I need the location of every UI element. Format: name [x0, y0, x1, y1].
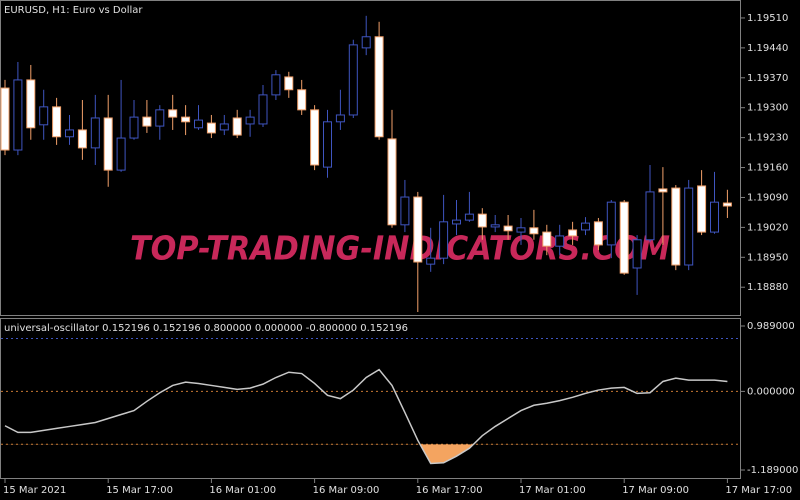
candle-body [374, 36, 384, 138]
candle-body [439, 221, 449, 259]
candle-body [284, 76, 294, 91]
candle-body [361, 36, 371, 49]
candle-body [697, 185, 707, 233]
candle-body [77, 129, 87, 149]
x-tick-label: 17 Mar 01:00 [519, 485, 586, 496]
candle-body [310, 109, 320, 166]
chart-title: EURUSD, H1: Euro vs Dollar [4, 5, 143, 16]
y-tick-label: 1.19090 [747, 192, 788, 203]
candle-body [142, 116, 152, 127]
indicator-title: universal-oscillator 0.152196 0.152196 0… [4, 323, 408, 334]
x-tick-label: 15 Mar 2021 [3, 485, 66, 496]
candle-body [52, 106, 62, 138]
candle-body [116, 137, 126, 171]
candle-body [13, 79, 23, 151]
candle-body [387, 138, 397, 226]
candle-body [477, 213, 487, 228]
y-tick-label: 1.18880 [747, 282, 788, 293]
candle-body [348, 44, 358, 116]
candle-body [645, 191, 655, 241]
y-tick-label: -1.189000 [747, 465, 798, 476]
candle-body [555, 235, 565, 247]
x-tick-label: 16 Mar 09:00 [313, 485, 380, 496]
candle-body [516, 227, 526, 233]
candle-body [400, 196, 410, 226]
candle-body [181, 116, 191, 123]
candle-body [606, 201, 616, 246]
candle-body [194, 119, 203, 129]
candle-body [168, 109, 178, 118]
candle-body [426, 257, 436, 265]
candle-body [671, 187, 681, 266]
candle-body [232, 117, 242, 136]
y-tick-label: 0.000000 [747, 386, 795, 397]
candle-body [722, 202, 732, 207]
y-tick-label: 1.19370 [747, 73, 788, 84]
x-tick-label: 16 Mar 17:00 [416, 485, 483, 496]
y-tick-label: 1.19230 [747, 133, 788, 144]
candle-body [129, 116, 139, 139]
candle-body [593, 221, 603, 246]
candle-body [219, 123, 229, 131]
candle-body [90, 117, 100, 149]
candle-body [413, 196, 423, 263]
oscillator-fill [420, 444, 474, 464]
candle-body [323, 121, 332, 168]
candle-body [245, 116, 255, 125]
oscillator-panel-frame [0, 318, 741, 479]
candle-body [26, 79, 36, 129]
x-tick-label: 16 Mar 01:00 [209, 485, 276, 496]
candle-body [503, 225, 513, 232]
watermark: TOP-TRADING-INDICATORS.COM [130, 229, 670, 268]
x-tick-label: 17 Mar 17:00 [725, 485, 792, 496]
candle-body [206, 122, 216, 134]
x-tick-label: 15 Mar 17:00 [106, 485, 173, 496]
candle-body [710, 201, 719, 233]
y-tick-label: 1.19440 [747, 43, 788, 54]
candle-body [684, 187, 694, 266]
candle-body [619, 201, 629, 274]
candle-body [39, 106, 49, 126]
y-tick-label: 1.18950 [747, 252, 788, 263]
price-panel-frame [0, 0, 741, 316]
candle-body [529, 227, 539, 235]
candle-body [103, 117, 113, 171]
candle-body [658, 188, 668, 193]
y-tick-label: 1.19020 [747, 222, 788, 233]
candle-body [632, 239, 642, 269]
y-tick-label: 1.19300 [747, 103, 788, 114]
candle-body [65, 129, 74, 138]
candle-body [258, 94, 268, 125]
x-tick-label: 17 Mar 09:00 [622, 485, 689, 496]
candle-body [335, 114, 345, 123]
candle-body [452, 219, 461, 225]
y-tick-label: 1.19510 [747, 13, 788, 24]
candle-body [581, 222, 590, 231]
candle-body [464, 213, 474, 221]
y-tick-label: 1.19160 [747, 163, 788, 174]
candle-body [0, 87, 10, 151]
candle-body [542, 231, 552, 247]
candle-body [568, 229, 578, 237]
oscillator-line [4, 368, 728, 465]
candle-body [490, 224, 500, 228]
candle-body [155, 109, 165, 127]
candle-body [271, 74, 281, 96]
y-tick-label: 0.989000 [747, 321, 795, 332]
candle-body [297, 89, 307, 111]
